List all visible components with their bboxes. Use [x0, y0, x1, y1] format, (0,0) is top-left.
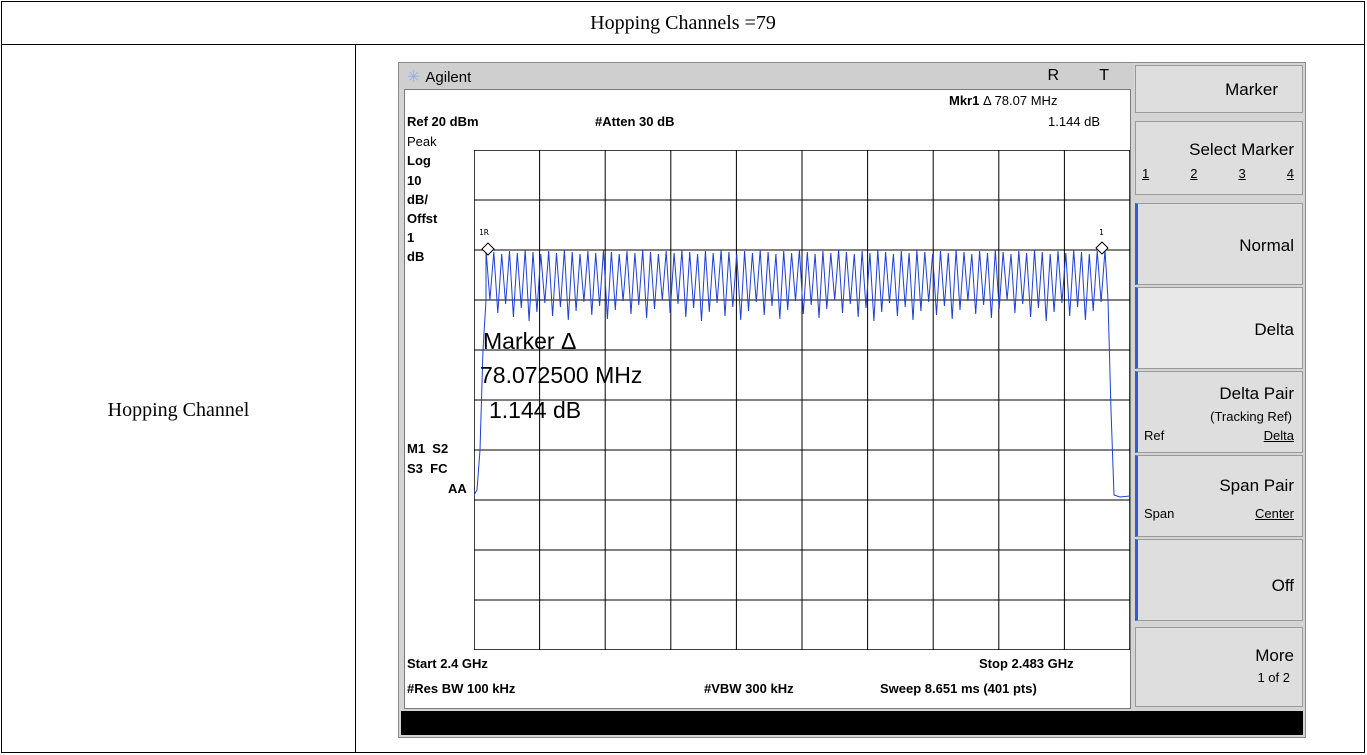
- reference-marker-label: 1R: [479, 228, 489, 237]
- marker-box-amplitude: 1.144 dB: [489, 397, 582, 423]
- delta-pair-options: Ref Delta: [1144, 428, 1294, 443]
- marker-option-4[interactable]: 4: [1286, 166, 1294, 181]
- reference-marker: 1R: [479, 228, 495, 256]
- span-pair-options: Span Center: [1144, 506, 1294, 521]
- delta-marker: 1: [1095, 228, 1109, 255]
- more-button[interactable]: More 1 of 2: [1135, 627, 1303, 707]
- delta-pair-button[interactable]: Delta Pair (Tracking Ref) Ref Delta: [1135, 371, 1303, 453]
- select-marker-options: 1 2 3 4: [1142, 166, 1294, 181]
- span-pair-span: Span: [1144, 506, 1175, 521]
- normal-label: Normal: [1239, 236, 1294, 255]
- marker-option-3[interactable]: 3: [1238, 166, 1246, 181]
- attenuation: #Atten 30 dB: [595, 114, 675, 129]
- delta-marker-label: 1: [1099, 228, 1104, 237]
- sweep-time: Sweep 8.651 ms (401 pts): [880, 681, 1037, 696]
- grid-lines: [474, 150, 1130, 650]
- status-letters: R T: [1047, 67, 1127, 84]
- trace-graticule: 1R 1: [474, 150, 1130, 650]
- s3-fc-label: S3 FC: [407, 461, 448, 476]
- delta-marker-diamond-icon: [1095, 241, 1109, 255]
- delta-pair-label: Delta Pair: [1219, 384, 1294, 403]
- offset-unit-label: dB: [407, 249, 425, 264]
- stop-frequency: Stop 2.483 GHz: [979, 656, 1074, 671]
- reference-marker-diamond-icon: [481, 242, 495, 256]
- m1-s2-label: M1 S2: [407, 441, 449, 456]
- marker-readout-amplitude: 1.144 dB: [1048, 114, 1101, 129]
- status-bar: [401, 711, 1303, 735]
- marker-readout: Mkr1 Δ 78.07 MHz: [949, 93, 1057, 108]
- spectrum-analyzer-screenshot: ✳ Agilent R T Mkr1 Δ 78.07 MHz 1.144 dB …: [398, 62, 1306, 738]
- scale-type-label: Log: [407, 153, 431, 168]
- scale-value-label: 10: [407, 173, 422, 188]
- offset-label: Offst: [407, 211, 438, 226]
- brand-name: Agilent: [425, 68, 472, 86]
- select-marker-button[interactable]: Select Marker 1 2 3 4: [1135, 121, 1303, 195]
- marker-option-1[interactable]: 1: [1142, 166, 1150, 181]
- aa-label: AA: [448, 481, 467, 496]
- marker-readout-label: Mkr1: [949, 93, 980, 108]
- marker-option-2[interactable]: 2: [1190, 166, 1198, 181]
- row-label-cell: Hopping Channel: [2, 45, 356, 752]
- offset-value-label: 1: [407, 230, 415, 245]
- more-sub: 1 of 2: [1257, 670, 1290, 685]
- marker-readout-frequency: 78.07 MHz: [994, 93, 1058, 108]
- span-pair-center: Center: [1254, 506, 1294, 521]
- softkey-panel: Marker Select Marker 1 2 3 4 Normal Delt…: [1133, 63, 1305, 709]
- analyzer-display: Mkr1 Δ 78.07 MHz 1.144 dB Ref 20 dBm #At…: [404, 89, 1131, 709]
- more-label: More: [1255, 646, 1294, 665]
- brand: ✳ Agilent: [407, 67, 471, 87]
- softkey-menu-title: Marker: [1135, 65, 1303, 113]
- delta-pair-sub: (Tracking Ref): [1210, 409, 1292, 424]
- marker-box-title: Marker Δ: [483, 328, 577, 354]
- span-pair-label: Span Pair: [1219, 476, 1294, 495]
- normal-button[interactable]: Normal: [1135, 203, 1303, 285]
- delta-pair-delta: Delta: [1263, 428, 1294, 443]
- delta-pair-ref: Ref: [1144, 428, 1165, 443]
- brand-bar: ✳ Agilent R T: [399, 63, 1133, 89]
- ref-level: Ref 20 dBm: [407, 114, 479, 129]
- start-frequency: Start 2.4 GHz: [407, 656, 488, 671]
- off-label: Off: [1271, 576, 1294, 595]
- row-label: Hopping Channel: [107, 399, 250, 421]
- video-bandwidth: #VBW 300 kHz: [704, 681, 794, 696]
- select-marker-label: Select Marker: [1189, 140, 1294, 159]
- delta-label: Delta: [1254, 320, 1294, 339]
- agilent-logo-icon: ✳: [407, 69, 421, 86]
- marker-delta-symbol: Δ: [982, 93, 991, 108]
- off-button[interactable]: Off: [1135, 539, 1303, 621]
- resolution-bandwidth: #Res BW 100 kHz: [407, 681, 516, 696]
- marker-box-frequency: 78.072500 MHz: [480, 362, 643, 388]
- menu-title-label: Marker: [1225, 80, 1278, 99]
- spectrum-trace: [474, 249, 1130, 498]
- detector-label: Peak: [407, 134, 437, 149]
- span-pair-button[interactable]: Span Pair Span Center: [1135, 455, 1303, 537]
- delta-button[interactable]: Delta: [1135, 287, 1303, 369]
- table-header: Hopping Channels =79: [2, 2, 1364, 45]
- scale-unit-label: dB/: [407, 192, 428, 207]
